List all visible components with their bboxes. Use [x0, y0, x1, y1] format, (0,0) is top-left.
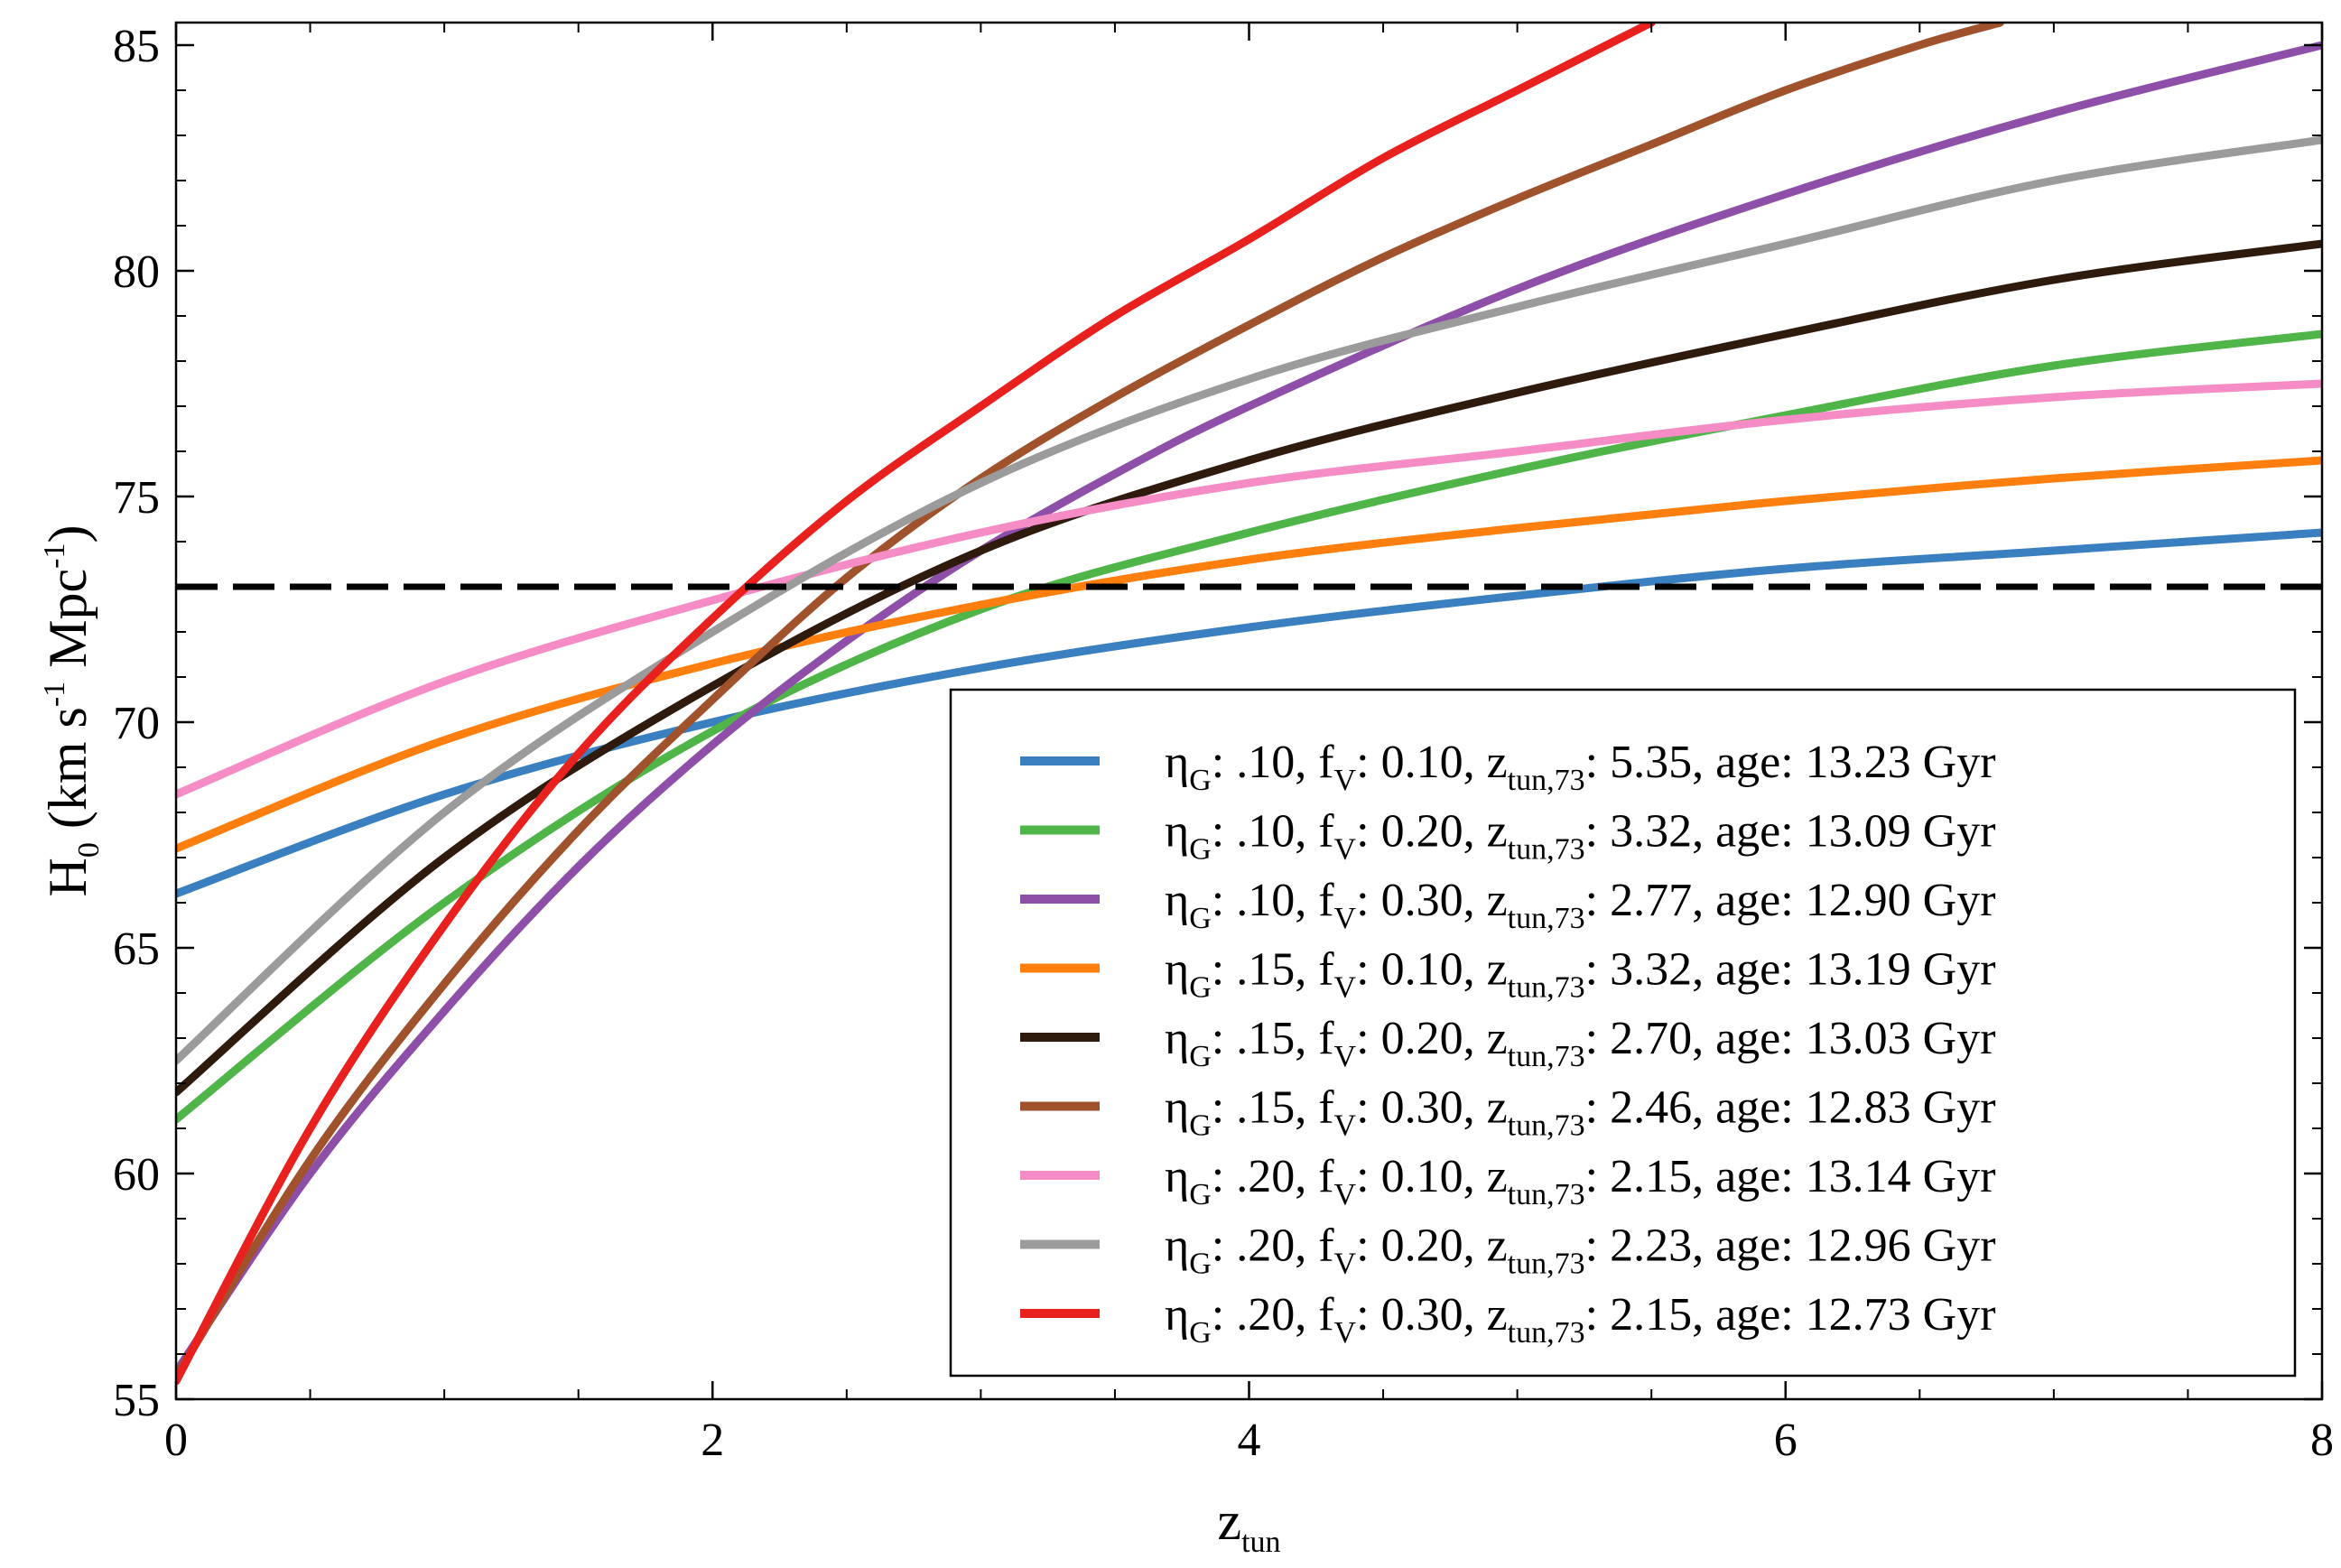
series-layer	[176, 23, 2322, 1386]
series-line-8	[176, 135, 2322, 1065]
x-tick-label: 6	[1774, 1415, 1798, 1466]
y-tick-label: 70	[113, 698, 160, 749]
series-line-1	[176, 528, 2322, 898]
legend-label: ηG: .10, fV: 0.20, ztun,73: 3.32, age: 1…	[1165, 806, 1996, 867]
legend-label: ηG: .10, fV: 0.10, ztun,73: 5.35, age: 1…	[1165, 737, 1996, 797]
series-line-2	[176, 329, 2322, 1124]
legend-label: ηG: .10, fV: 0.30, ztun,73: 2.77, age: 1…	[1165, 875, 1996, 935]
legend-item: ηG: .10, fV: 0.10, ztun,73: 5.35, age: 1…	[1020, 737, 1996, 797]
series-line-5	[176, 239, 2322, 1097]
series-line-7	[176, 379, 2322, 799]
legend-label: ηG: .20, fV: 0.30, ztun,73: 2.15, age: 1…	[1165, 1289, 1996, 1350]
legend-item: ηG: .20, fV: 0.10, ztun,73: 2.15, age: 1…	[1020, 1151, 1996, 1211]
legend-label: ηG: .15, fV: 0.20, ztun,73: 2.70, age: 1…	[1165, 1013, 1996, 1073]
legend-label: ηG: .20, fV: 0.20, ztun,73: 2.23, age: 1…	[1165, 1220, 1996, 1281]
x-tick-label: 8	[2310, 1415, 2334, 1466]
series-line-3	[176, 41, 2322, 1377]
legend-items: ηG: .10, fV: 0.10, ztun,73: 5.35, age: 1…	[1020, 737, 1996, 1350]
legend-item: ηG: .20, fV: 0.20, ztun,73: 2.23, age: 1…	[1020, 1220, 1996, 1281]
series-line-6	[176, 23, 2004, 1381]
legend-item: ηG: .15, fV: 0.30, ztun,73: 2.46, age: 1…	[1020, 1082, 1996, 1143]
series-line-9	[176, 23, 1656, 1386]
legend-item: ηG: .15, fV: 0.20, ztun,73: 2.70, age: 1…	[1020, 1013, 1996, 1073]
y-tick-label: 60	[113, 1149, 160, 1201]
legend-label: ηG: .15, fV: 0.10, ztun,73: 3.32, age: 1…	[1165, 944, 1996, 1005]
legend-label: ηG: .15, fV: 0.30, ztun,73: 2.46, age: 1…	[1165, 1082, 1996, 1143]
legend-item: ηG: .10, fV: 0.20, ztun,73: 3.32, age: 1…	[1020, 806, 1996, 867]
legend-item: ηG: .20, fV: 0.30, ztun,73: 2.15, age: 1…	[1020, 1289, 1996, 1350]
x-axis-title: ztun	[1217, 1491, 1280, 1559]
y-tick-label: 80	[113, 246, 160, 298]
legend-item: ηG: .15, fV: 0.10, ztun,73: 3.32, age: 1…	[1020, 944, 1996, 1005]
y-tick-label: 85	[113, 21, 160, 72]
legend: ηG: .10, fV: 0.10, ztun,73: 5.35, age: 1…	[949, 688, 2297, 1378]
series-line-4	[176, 456, 2322, 853]
legend-box	[949, 688, 2297, 1378]
legend-item: ηG: .10, fV: 0.30, ztun,73: 2.77, age: 1…	[1020, 875, 1996, 935]
x-tick-label: 2	[701, 1415, 724, 1466]
y-tick-label: 75	[113, 472, 160, 524]
x-tick-label: 4	[1238, 1415, 1261, 1466]
y-tick-label: 65	[113, 923, 160, 975]
tick-layer: 0 2 4 6 8 55 60 65 70 75 80 85	[113, 21, 2334, 1466]
x-tick-label: 0	[164, 1415, 188, 1466]
y-axis-title: H0 (km s-1 Mpc-1)	[38, 525, 106, 897]
legend-label: ηG: .20, fV: 0.10, ztun,73: 2.15, age: 1…	[1165, 1151, 1996, 1211]
y-tick-label: 55	[113, 1375, 160, 1426]
